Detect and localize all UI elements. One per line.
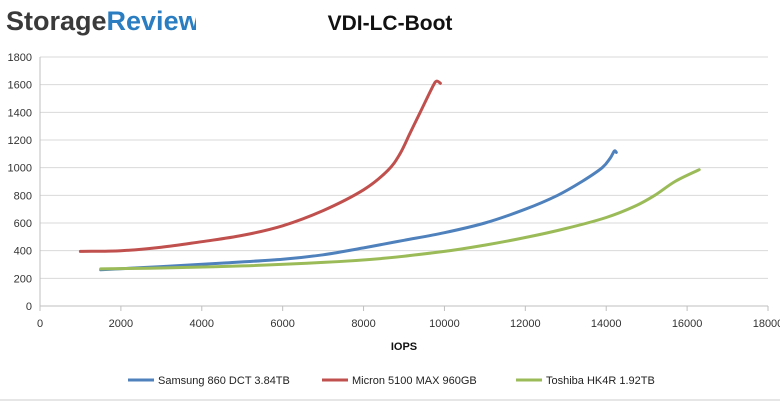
logo-text-storage: Storage	[6, 6, 107, 36]
x-axis-title: IOPS	[391, 341, 417, 353]
x-tick-label: 10000	[429, 318, 460, 330]
x-tick-label: 14000	[591, 318, 622, 330]
gridlines	[40, 56, 768, 279]
y-tick-label: 600	[14, 218, 32, 230]
y-tick-label: 0	[26, 301, 32, 313]
storagereview-logo: StorageReview	[6, 6, 196, 36]
legend-label-2: Toshiba HK4R 1.92TB	[546, 375, 655, 387]
y-tick-label: 1600	[8, 80, 32, 92]
x-axis-ticks: 0 2000 4000 6000 8000 10000 12000 14000 16000 180…	[37, 306, 780, 330]
legend-label-1: Micron 5100 MAX 960GB	[352, 375, 477, 387]
series-line-0	[99, 149, 618, 272]
y-tick-label: 1200	[8, 135, 32, 147]
x-tick-label: 16000	[672, 318, 703, 330]
bottom-divider	[0, 399, 780, 401]
x-tick-label: 12000	[510, 318, 541, 330]
x-tick-label: 4000	[190, 318, 214, 330]
logo-text-review: Review	[107, 6, 196, 36]
axes	[39, 57, 768, 307]
series-line-2	[99, 168, 701, 271]
x-tick-label: 2000	[109, 318, 133, 330]
data-series	[78, 79, 701, 272]
legend: Samsung 860 DCT 3.84TB Micron 5100 MAX 96…	[128, 375, 655, 387]
y-tick-label: 800	[14, 190, 32, 202]
series-line-1	[78, 79, 442, 253]
x-tick-label: 6000	[270, 318, 294, 330]
y-tick-label: 1800	[8, 52, 32, 64]
x-tick-label: 8000	[351, 318, 375, 330]
y-axis-ticks: 0 200 400 600 800 1000 1200 1400 1600 1800	[8, 52, 32, 313]
y-tick-label: 1000	[8, 163, 32, 175]
y-tick-label: 400	[14, 246, 32, 258]
legend-label-0: Samsung 860 DCT 3.84TB	[158, 375, 290, 387]
chart-title: VDI-LC-Boot	[327, 12, 453, 35]
y-tick-label: 1400	[8, 107, 32, 119]
svg-text:StorageReview: StorageReview	[6, 6, 196, 36]
y-tick-label: 200	[14, 273, 32, 285]
x-tick-label: 0	[37, 318, 43, 330]
